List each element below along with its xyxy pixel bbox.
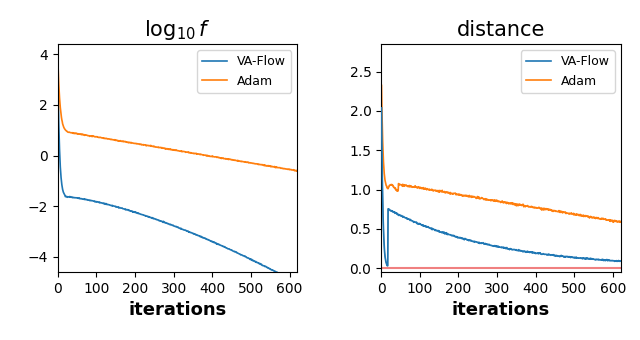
Adam (143, 144, 150, 148)
VA-Flow (54, 80, 62, 84)
Legend: VA-Flow, Adam: VA-Flow, Adam (520, 50, 614, 93)
Adam (88, 135, 96, 139)
Adam (287, 168, 295, 172)
VA-Flow (227, 248, 234, 252)
Line: VA-Flow: VA-Flow (381, 108, 621, 266)
Adam (240, 160, 248, 164)
Adam (617, 220, 625, 224)
VA-Flow (617, 259, 625, 263)
VA-Flow (564, 255, 572, 259)
Title: distance: distance (457, 20, 545, 40)
VA-Flow (143, 214, 150, 218)
Adam (579, 214, 586, 218)
Title: $\log_{10}f$: $\log_{10}f$ (144, 18, 211, 42)
VA-Flow (240, 254, 248, 258)
Adam (550, 209, 558, 213)
Adam (611, 219, 619, 223)
VA-Flow (383, 264, 391, 268)
X-axis label: iterations: iterations (128, 301, 227, 319)
VA-Flow (378, 106, 385, 110)
VA-Flow (611, 259, 619, 263)
VA-Flow (550, 253, 558, 257)
X-axis label: iterations: iterations (452, 301, 550, 319)
VA-Flow (255, 261, 263, 265)
VA-Flow (412, 220, 420, 224)
VA-Flow (293, 281, 301, 285)
VA-Flow (467, 238, 474, 242)
Adam (54, 62, 62, 66)
Adam (227, 157, 234, 162)
Legend: VA-Flow, Adam: VA-Flow, Adam (197, 50, 291, 93)
Adam (378, 83, 385, 87)
Adam (293, 169, 301, 173)
Line: Adam: Adam (58, 64, 297, 171)
Adam (564, 211, 572, 215)
Adam (412, 185, 419, 189)
VA-Flow (287, 278, 295, 282)
Line: Adam: Adam (381, 85, 621, 222)
Adam (466, 194, 474, 198)
VA-Flow (579, 256, 587, 260)
Adam (609, 220, 617, 224)
Adam (255, 162, 263, 166)
Line: VA-Flow: VA-Flow (58, 82, 297, 283)
VA-Flow (88, 199, 96, 203)
